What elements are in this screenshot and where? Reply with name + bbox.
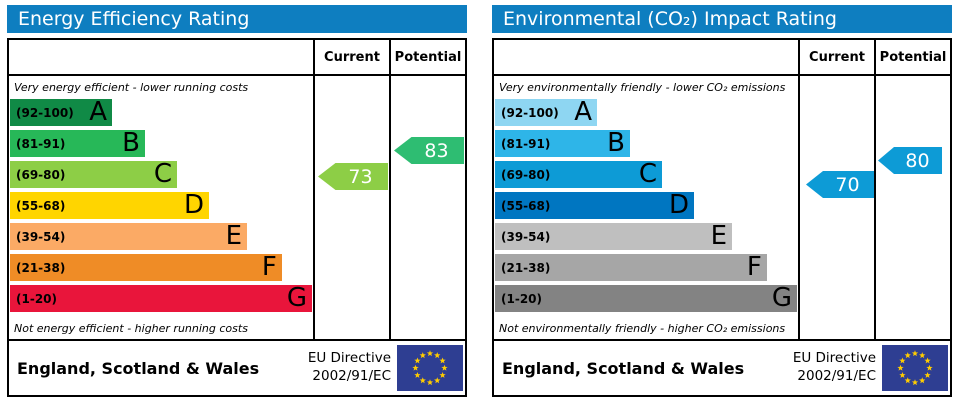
band-range-label: (21-38) xyxy=(501,261,551,275)
band-range-label: (21-38) xyxy=(16,261,66,275)
band-grade-letter: A xyxy=(89,97,108,127)
column-header-potential: Potential xyxy=(874,40,950,74)
band-range-label: (55-68) xyxy=(501,199,551,213)
rating-bands: (92-100) A (81-91) B (69-80) C (55-68) xyxy=(495,99,797,316)
band-range-label: (81-91) xyxy=(16,137,66,151)
band-grade-letter: C xyxy=(153,159,172,189)
panel-footer: England, Scotland & Wales EU Directive 2… xyxy=(7,339,467,397)
band-range-label: (1-20) xyxy=(501,292,542,306)
column-header-potential: Potential xyxy=(389,40,465,74)
chart-header-spacer xyxy=(494,40,798,74)
band-chart-area: Very environmentally friendly - lower CO… xyxy=(494,76,798,339)
band-c: (69-80) C xyxy=(10,161,177,188)
efficiency-note-top: Very energy efficient - lower running co… xyxy=(14,81,249,94)
band-grade-letter: F xyxy=(746,252,762,282)
band-grade-letter: B xyxy=(607,128,625,158)
band-grade-letter: C xyxy=(638,159,657,189)
band-range-label: (55-68) xyxy=(16,199,66,213)
band-range-label: (81-91) xyxy=(501,137,551,151)
band-f: (21-38) F xyxy=(10,254,282,281)
band-g: (1-20) G xyxy=(10,285,312,312)
band-chart-area: Very energy efficient - lower running co… xyxy=(9,76,313,339)
epc-rating-charts: Energy Efficiency Rating Current Potenti… xyxy=(7,5,957,397)
band-range-label: (39-54) xyxy=(16,230,66,244)
rating-chart-box: Current Potential Very environmentally f… xyxy=(492,38,952,341)
band-range-label: (69-80) xyxy=(501,168,551,182)
potential-rating-column: 83 xyxy=(389,76,465,339)
efficiency-note-bottom: Not energy efficient - higher running co… xyxy=(14,322,248,335)
potential-rating-value: 83 xyxy=(424,139,449,162)
band-grade-letter: E xyxy=(710,221,728,251)
potential-rating-column: 80 xyxy=(874,76,950,339)
chart-body: Very environmentally friendly - lower CO… xyxy=(494,76,950,339)
band-e: (39-54) E xyxy=(495,221,733,251)
band-b: (81-91) B xyxy=(10,130,145,157)
band-grade-letter: F xyxy=(261,252,277,282)
eu-flag-icon xyxy=(882,345,948,391)
band-range-label: (92-100) xyxy=(501,106,559,120)
region-label: England, Scotland & Wales xyxy=(502,358,745,378)
band-c: (69-80) C xyxy=(495,161,662,188)
band-e: (39-54) E xyxy=(10,221,248,251)
environmental-impact-panel: Environmental (CO₂) Impact Rating Curren… xyxy=(492,5,952,397)
current-rating-column: 73 xyxy=(313,76,389,339)
eu-flag-icon xyxy=(397,345,463,391)
band-range-label: (39-54) xyxy=(501,230,551,244)
rating-chart-box: Current Potential Very energy efficient … xyxy=(7,38,467,341)
band-grade-letter: E xyxy=(225,221,243,251)
band-a: (92-100) A xyxy=(10,97,113,127)
current-rating-value: 70 xyxy=(835,173,860,196)
band-range-label: (69-80) xyxy=(16,168,66,182)
band-f: (21-38) F xyxy=(495,254,767,281)
band-range-label: (1-20) xyxy=(16,292,57,306)
rating-bands: (92-100) A (81-91) B (69-80) C (55-68) xyxy=(10,99,312,316)
eu-directive-label: EU Directive 2002/91/EC xyxy=(308,350,397,385)
column-header-current: Current xyxy=(313,40,389,74)
band-grade-letter: D xyxy=(183,190,205,220)
potential-rating-arrow: 83 xyxy=(394,137,464,164)
current-rating-value: 73 xyxy=(348,165,373,188)
band-grade-letter: B xyxy=(122,128,140,158)
current-rating-arrow: 73 xyxy=(318,163,388,190)
column-header-current: Current xyxy=(798,40,874,74)
column-header-row: Current Potential xyxy=(9,40,465,76)
panel-title: Environmental (CO₂) Impact Rating xyxy=(492,5,952,33)
band-d: (55-68) D xyxy=(495,190,695,220)
band-g: (1-20) G xyxy=(495,285,797,312)
potential-rating-arrow: 80 xyxy=(878,147,942,174)
chart-body: Very energy efficient - lower running co… xyxy=(9,76,465,339)
potential-rating-value: 80 xyxy=(905,149,930,172)
panel-footer: England, Scotland & Wales EU Directive 2… xyxy=(492,339,952,397)
band-range-label: (92-100) xyxy=(16,106,74,120)
eu-directive-line1: EU Directive xyxy=(307,350,391,367)
region-label: England, Scotland & Wales xyxy=(17,358,260,378)
eu-directive-line2: 2002/91/EC xyxy=(312,368,391,384)
panel-title: Energy Efficiency Rating xyxy=(7,5,467,33)
band-grade-letter: D xyxy=(668,190,690,220)
band-a: (92-100) A xyxy=(495,97,598,127)
environmental-note-top: Very environmentally friendly - lower CO… xyxy=(499,81,786,94)
energy-efficiency-panel: Energy Efficiency Rating Current Potenti… xyxy=(7,5,467,397)
band-b: (81-91) B xyxy=(495,130,630,157)
chart-header-spacer xyxy=(9,40,313,74)
current-rating-arrow: 70 xyxy=(806,171,874,198)
band-grade-letter: G xyxy=(771,283,792,313)
eu-directive-line1: EU Directive xyxy=(792,350,876,367)
eu-directive-label: EU Directive 2002/91/EC xyxy=(793,350,882,385)
eu-directive-line2: 2002/91/EC xyxy=(797,368,876,384)
current-rating-column: 70 xyxy=(798,76,874,339)
band-grade-letter: A xyxy=(574,97,593,127)
band-d: (55-68) D xyxy=(10,190,210,220)
environmental-note-bottom: Not environmentally friendly - higher CO… xyxy=(499,322,786,335)
band-grade-letter: G xyxy=(286,283,307,313)
column-header-row: Current Potential xyxy=(494,40,950,76)
